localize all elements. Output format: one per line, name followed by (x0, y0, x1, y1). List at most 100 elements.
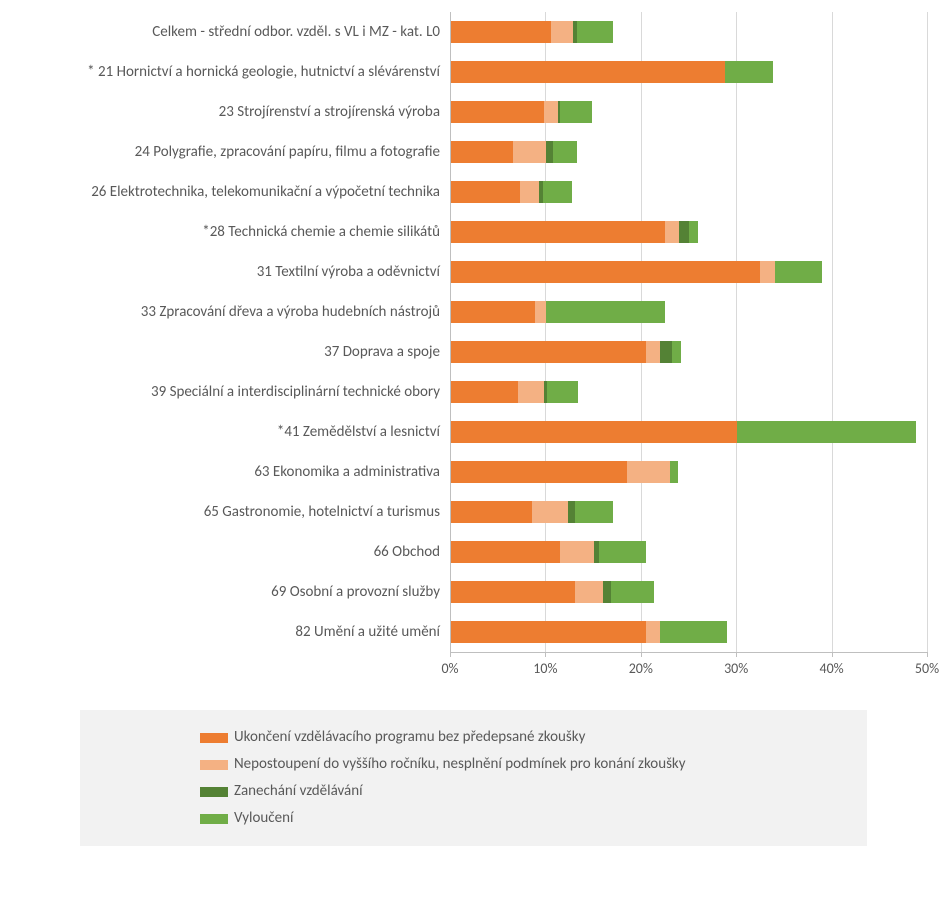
bar-stack (451, 381, 927, 403)
bar-segment (546, 141, 553, 163)
x-tick-mark (832, 652, 833, 657)
bar-segment (603, 581, 611, 603)
bar-segment (672, 341, 682, 363)
bar-row (450, 252, 927, 292)
bar-segment (451, 301, 535, 323)
bar-stack (451, 61, 927, 83)
legend-item: Zanechání vzdělávání (200, 778, 847, 805)
legend-label: Zanechání vzdělávání (234, 778, 363, 805)
category-label-row: * 21 Hornictví a hornická geologie, hutn… (20, 52, 450, 92)
bar-segment (535, 301, 546, 323)
bar-stack (451, 181, 927, 203)
chart-plot-area: Celkem - střední odbor. vzděl. s VL i MZ… (20, 12, 927, 652)
bar-stack (451, 461, 927, 483)
category-label: 24 Polygrafie, zpracování papíru, filmu … (20, 143, 450, 161)
category-label: 65 Gastronomie, hotelnictví a turismus (20, 503, 450, 521)
legend-item: Ukončení vzdělávacího programu bez přede… (200, 724, 847, 751)
legend-swatch (200, 733, 228, 743)
bar-row (450, 372, 927, 412)
bar-segment (547, 381, 577, 403)
bar-segment (451, 141, 513, 163)
bar-stack (451, 421, 927, 443)
legend-swatch (200, 814, 228, 824)
bar-row (450, 292, 927, 332)
bar-row (450, 12, 927, 52)
bar-stack (451, 621, 927, 643)
bar-row (450, 572, 927, 612)
legend-label: Nepostoupení do vyššího ročníku, nesplně… (234, 751, 686, 778)
bar-segment (760, 261, 774, 283)
category-label-row: 26 Elektrotechnika, telekomunikační a vý… (20, 172, 450, 212)
bar-segment (518, 381, 545, 403)
x-tick-label: 30% (724, 660, 748, 677)
bar-segment (725, 61, 773, 83)
bar-segment (689, 221, 699, 243)
x-tick-mark (641, 652, 642, 657)
category-label: 63 Ekonomika a administrativa (20, 463, 450, 481)
bar-segment (451, 61, 725, 83)
gridline (927, 12, 928, 652)
x-axis-line (450, 652, 927, 653)
chart-legend: Ukončení vzdělávacího programu bez přede… (80, 710, 867, 846)
bar-segment (660, 341, 671, 363)
category-label-row: 24 Polygrafie, zpracování papíru, filmu … (20, 132, 450, 172)
bar-segment (546, 301, 665, 323)
category-label-row: 69 Osobní a provozní služby (20, 572, 450, 612)
bar-segment (451, 461, 627, 483)
x-tick-label: 50% (915, 660, 939, 677)
bar-segment (575, 501, 613, 523)
category-label-row: 31 Textilní výroba a oděvnictví (20, 252, 450, 292)
category-label: 82 Umění a užité umění (20, 623, 450, 641)
category-label: *28 Technická chemie a chemie silikátů (20, 223, 450, 241)
bar-segment (451, 221, 665, 243)
bar-row (450, 492, 927, 532)
category-label-row: 39 Speciální a interdisciplinární techni… (20, 372, 450, 412)
bar-segment (451, 21, 551, 43)
bar-segment (560, 101, 591, 123)
bar-segment (775, 261, 823, 283)
bar-stack (451, 21, 927, 43)
category-label-row: Celkem - střední odbor. vzděl. s VL i MZ… (20, 12, 450, 52)
bar-stack (451, 541, 927, 563)
bar-row (450, 212, 927, 252)
bar-segment (577, 21, 613, 43)
bar-segment (611, 581, 654, 603)
bar-row (450, 452, 927, 492)
category-label: 26 Elektrotechnika, telekomunikační a vý… (20, 183, 450, 201)
bar-row (450, 92, 927, 132)
bar-row (450, 412, 927, 452)
category-label-row: 65 Gastronomie, hotelnictví a turismus (20, 492, 450, 532)
x-tick-mark (927, 652, 928, 657)
category-label: 69 Osobní a provozní služby (20, 583, 450, 601)
bar-segment (451, 381, 518, 403)
bar-segment (544, 101, 557, 123)
x-tick-label: 10% (533, 660, 557, 677)
bar-segment (660, 621, 727, 643)
bar-segment (670, 461, 678, 483)
category-label-row: 37 Doprava a spoje (20, 332, 450, 372)
bar-segment (551, 21, 573, 43)
x-tick-mark (736, 652, 737, 657)
bar-segment (520, 181, 539, 203)
chart-container: Celkem - střední odbor. vzděl. s VL i MZ… (0, 0, 947, 866)
category-label: 39 Speciální a interdisciplinární techni… (20, 383, 450, 401)
category-label-row: *41 Zemědělství a lesnictví (20, 412, 450, 452)
plot-inner (450, 12, 927, 652)
category-label: *41 Zemědělství a lesnictví (20, 423, 450, 441)
bar-segment (599, 541, 647, 563)
bar-segment (532, 501, 568, 523)
bar-row (450, 612, 927, 652)
legend-swatch (200, 760, 228, 770)
x-tick-mark (545, 652, 546, 657)
bar-stack (451, 341, 927, 363)
legend-label: Ukončení vzdělávacího programu bez přede… (234, 724, 585, 751)
category-label: 31 Textilní výroba a oděvnictví (20, 263, 450, 281)
bar-segment (575, 581, 604, 603)
category-label-row: 66 Obchod (20, 532, 450, 572)
bar-segment (679, 221, 689, 243)
bar-segment (451, 341, 646, 363)
category-label-row: 33 Zpracování dřeva a výroba hudebních n… (20, 292, 450, 332)
bar-segment (451, 421, 737, 443)
legend-swatch (200, 787, 228, 797)
bar-row (450, 532, 927, 572)
